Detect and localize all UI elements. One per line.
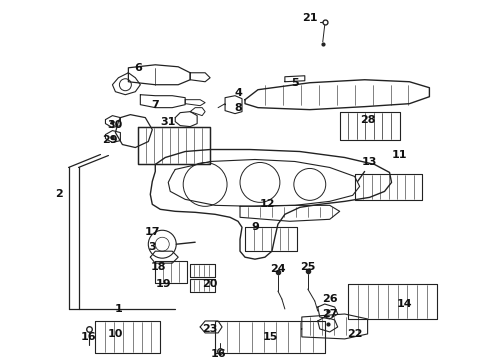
Text: 12: 12	[260, 199, 276, 210]
Text: 29: 29	[102, 135, 118, 145]
Text: 25: 25	[300, 262, 316, 272]
Text: 5: 5	[291, 78, 298, 88]
Text: 16: 16	[210, 349, 226, 359]
Text: 18: 18	[150, 262, 166, 272]
Text: 10: 10	[108, 329, 123, 339]
Text: 11: 11	[392, 149, 407, 159]
Text: 13: 13	[362, 157, 377, 167]
Text: 24: 24	[270, 264, 286, 274]
Text: 31: 31	[161, 117, 176, 127]
Text: 2: 2	[55, 189, 62, 199]
Text: 26: 26	[322, 294, 338, 304]
Text: 3: 3	[148, 242, 156, 252]
Text: 7: 7	[151, 100, 159, 110]
Text: 21: 21	[302, 13, 318, 23]
Text: 22: 22	[347, 329, 363, 339]
Text: 16: 16	[81, 332, 97, 342]
Text: 17: 17	[145, 227, 160, 237]
Text: 20: 20	[202, 279, 218, 289]
Text: 23: 23	[202, 324, 218, 334]
Text: 30: 30	[108, 120, 123, 130]
Text: 15: 15	[262, 332, 278, 342]
Text: 6: 6	[134, 63, 142, 73]
Text: 4: 4	[234, 88, 242, 98]
Text: 28: 28	[360, 114, 375, 125]
Text: 19: 19	[155, 279, 171, 289]
Text: 14: 14	[397, 299, 412, 309]
Text: 1: 1	[115, 304, 122, 314]
Text: 8: 8	[234, 103, 242, 113]
Text: 9: 9	[251, 222, 259, 232]
Text: 27: 27	[322, 309, 338, 319]
